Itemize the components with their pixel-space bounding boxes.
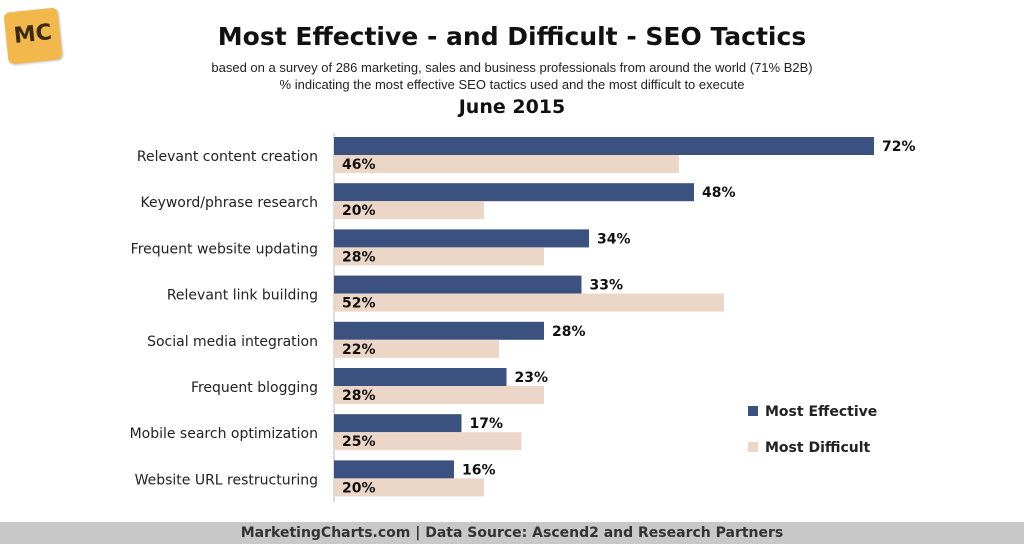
bar-most-effective	[334, 368, 507, 386]
data-label-most-effective: 16%	[462, 462, 496, 478]
data-label-most-effective: 17%	[470, 416, 504, 432]
category-label: Relevant content creation	[137, 149, 318, 165]
bar-most-difficult	[334, 247, 544, 266]
bar-most-effective	[334, 460, 454, 479]
category-label: Website URL restructuring	[135, 472, 318, 488]
data-label-most-difficult: 25%	[342, 434, 376, 450]
category-label: Keyword/phrase research	[140, 195, 318, 211]
bar-most-effective	[334, 275, 582, 294]
bar-most-difficult	[334, 155, 679, 173]
bar-most-difficult	[334, 201, 484, 220]
bar-most-effective	[334, 414, 462, 433]
data-label-most-effective: 33%	[590, 278, 624, 294]
source-footer: MarketingCharts.com | Data Source: Ascen…	[0, 522, 1024, 544]
legend-label: Most Difficult	[765, 440, 871, 456]
legend-label: Most Effective	[765, 404, 877, 420]
category-label: Frequent blogging	[191, 380, 318, 396]
bar-most-difficult	[334, 478, 484, 497]
data-label-most-effective: 28%	[552, 324, 586, 340]
legend-swatch	[748, 442, 758, 452]
bar-most-difficult	[334, 386, 544, 404]
data-label-most-effective: 23%	[515, 370, 549, 386]
bar-most-effective	[334, 321, 544, 340]
chart-subtitle-survey: based on a survey of 286 marketing, sale…	[211, 60, 813, 75]
data-label-most-difficult: 46%	[342, 157, 376, 173]
data-label-most-difficult: 28%	[342, 249, 376, 265]
bar-most-difficult	[334, 339, 499, 358]
data-label-most-difficult: 52%	[342, 296, 376, 312]
chart-title: Most Effective - and Difficult - SEO Tac…	[217, 22, 807, 51]
bar-most-difficult	[334, 293, 724, 312]
category-label: Mobile search optimization	[130, 426, 318, 442]
category-label: Social media integration	[147, 334, 318, 350]
bar-most-effective	[334, 229, 589, 248]
data-label-most-difficult: 22%	[342, 342, 376, 358]
legend-swatch	[748, 406, 758, 416]
data-label-most-effective: 34%	[597, 231, 631, 247]
bar-most-effective	[334, 137, 874, 155]
data-label-most-difficult: 28%	[342, 388, 376, 404]
category-label: Relevant link building	[167, 288, 318, 304]
data-label-most-difficult: 20%	[342, 203, 376, 219]
data-label-most-effective: 72%	[882, 139, 916, 155]
data-label-most-effective: 48%	[702, 185, 736, 201]
bar-most-difficult	[334, 432, 522, 451]
chart-subtitle-description: % indicating the most effective SEO tact…	[279, 77, 745, 92]
category-label: Frequent website updating	[131, 241, 318, 257]
bar-most-effective	[334, 183, 694, 202]
data-label-most-difficult: 20%	[342, 480, 376, 496]
chart-date: June 2015	[458, 96, 566, 118]
